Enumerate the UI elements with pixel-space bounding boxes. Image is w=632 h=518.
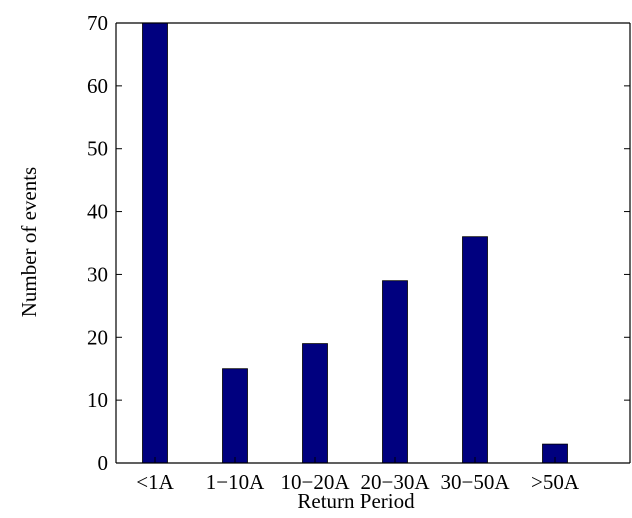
- x-axis-title: Return Period: [297, 489, 415, 513]
- bar-1: [222, 368, 248, 464]
- plot-area: 0 10 20 30 40 50 60 70 <1A 1−10A 10−20A 20−30A 30−50…: [87, 11, 631, 494]
- y-tick-label-2: 20: [87, 325, 108, 349]
- y-tick-label-6: 60: [87, 74, 108, 98]
- bar-2: [302, 343, 328, 464]
- x-tick-label-0: <1A: [136, 470, 174, 494]
- x-tick-label-4: 30−50A: [440, 470, 510, 494]
- y-tick-label-7: 70: [87, 11, 108, 35]
- x-tick-label-1: 1−10A: [206, 470, 265, 494]
- y-tick-label-0: 0: [98, 451, 109, 475]
- y-axis-title: Number of events: [17, 167, 41, 317]
- bar-3: [382, 280, 408, 464]
- bar-4: [462, 236, 488, 464]
- x-tick-label-2: 10−20A: [280, 470, 350, 494]
- y-tick-label-3: 30: [87, 262, 108, 286]
- y-tick-label-5: 50: [87, 137, 108, 161]
- x-tick-label-3: 20−30A: [360, 470, 430, 494]
- y-tick-label-1: 10: [87, 388, 108, 412]
- y-tick-label-4: 40: [87, 200, 108, 224]
- x-tick-label-5: >50A: [531, 470, 580, 494]
- bar-0: [142, 22, 168, 464]
